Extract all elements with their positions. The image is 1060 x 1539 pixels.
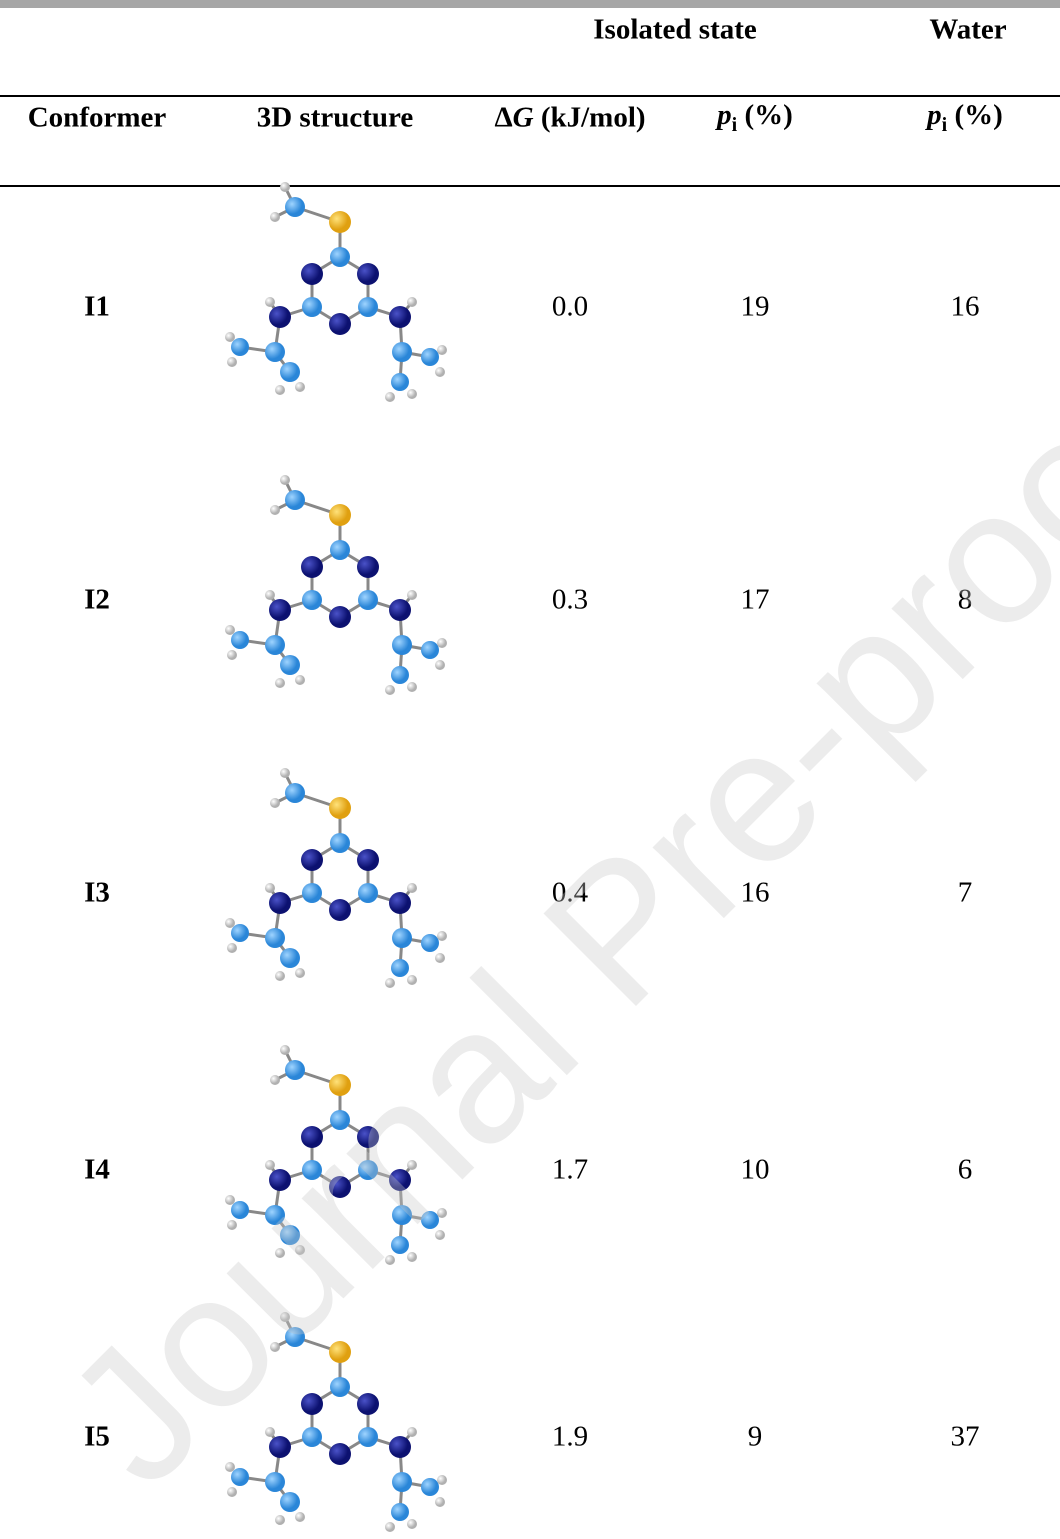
column-header: 3D structure: [257, 102, 414, 135]
conformer-label: I2: [84, 584, 110, 617]
header-text: (%): [947, 99, 1003, 131]
column-header: pi (%): [717, 99, 793, 137]
structure-image: [220, 182, 460, 442]
cell-value: 0.3: [552, 584, 588, 617]
conformer-label: I1: [84, 291, 110, 324]
cell-value: 10: [741, 1154, 770, 1187]
structure-image: [220, 475, 460, 735]
page: Isolated state Water Conformer 3D struct…: [0, 0, 1060, 1539]
cell-value: 0.0: [552, 291, 588, 324]
column-header: Conformer: [28, 102, 167, 135]
molecule: [225, 768, 447, 988]
header-text: p: [927, 99, 942, 131]
cell-value: 7: [958, 877, 973, 910]
column-header: ΔG (kJ/mol): [494, 102, 645, 135]
molecule: [225, 182, 447, 402]
cell-value: 37: [951, 1421, 980, 1454]
cell-value: 17: [741, 584, 770, 617]
top-bar: [0, 0, 1060, 8]
cell-value: 6: [958, 1154, 973, 1187]
rule: [0, 95, 1060, 97]
group-header: Isolated state: [593, 14, 757, 47]
header-text: Δ: [494, 102, 512, 134]
group-header: Water: [929, 14, 1006, 47]
header-text: (kJ/mol): [534, 102, 646, 134]
header-text: Conformer: [28, 102, 167, 134]
header-text: p: [717, 99, 732, 131]
header-text: G: [513, 102, 534, 134]
watermark: Journal Pre-proof: [24, 334, 1060, 1526]
molecule: [225, 475, 447, 695]
header-text: 3D structure: [257, 102, 414, 134]
rule: [0, 185, 1060, 187]
column-header: pi (%): [927, 99, 1003, 137]
cell-value: 19: [741, 291, 770, 324]
cell-value: 16: [951, 291, 980, 324]
header-text: (%): [737, 99, 793, 131]
cell-value: 1.9: [552, 1421, 588, 1454]
cell-value: 1.7: [552, 1154, 588, 1187]
cell-value: 9: [748, 1421, 763, 1454]
conformer-label: I4: [84, 1154, 110, 1187]
conformer-label: I3: [84, 877, 110, 910]
